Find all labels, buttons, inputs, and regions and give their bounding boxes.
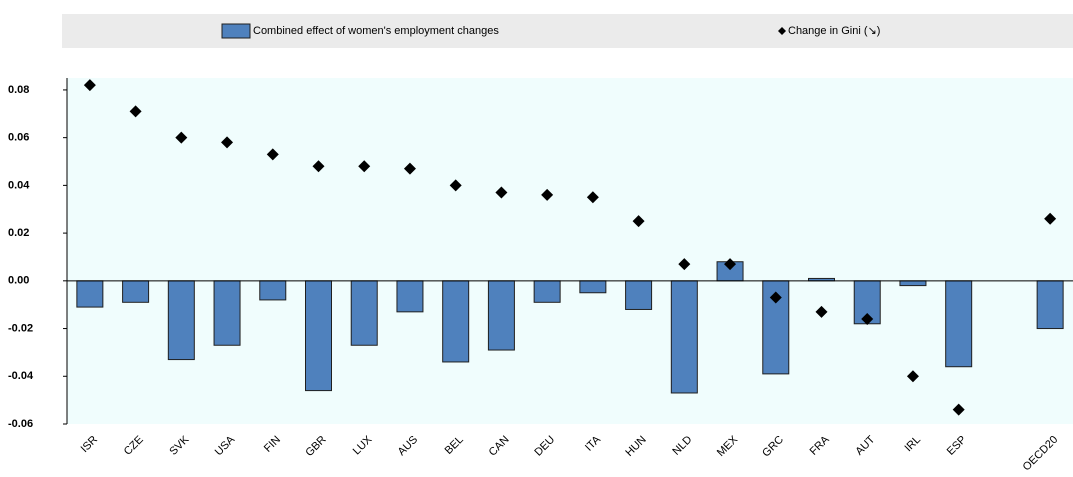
marker [724, 258, 737, 271]
y-tick-label: -0.04 [8, 370, 34, 382]
x-tick-label: FRA [808, 433, 833, 458]
bar [487, 280, 515, 351]
bar [213, 280, 241, 346]
bar [670, 280, 698, 394]
legend-swatch [221, 23, 251, 39]
x-tick-label: GBR [303, 434, 328, 459]
bar [899, 280, 927, 287]
y-tick-label: 0.02 [8, 227, 29, 239]
marker [129, 105, 142, 118]
legend-label: Change in Gini (↘) [788, 25, 880, 37]
bar [625, 280, 653, 310]
marker [449, 179, 462, 192]
x-tick-label: FIN [262, 434, 283, 455]
y-tick-label: 0.04 [8, 179, 30, 191]
x-tick-label: MEX [715, 433, 741, 459]
marker [175, 131, 188, 144]
x-tick-label: ISR [79, 434, 100, 455]
marker [358, 160, 371, 173]
legend-box [62, 14, 1073, 48]
marker [632, 215, 645, 228]
x-tick-label: ESP [945, 434, 969, 458]
marker [952, 403, 965, 416]
x-tick-label: USA [213, 433, 238, 458]
bar [350, 280, 378, 346]
x-tick-label: DEU [532, 434, 557, 459]
plot-area [67, 78, 1073, 424]
x-tick-label: NLD [670, 434, 694, 458]
y-tick-label: 0.00 [8, 275, 29, 287]
x-tick-label: CAN [487, 434, 512, 459]
marker [769, 291, 782, 304]
marker [906, 370, 919, 383]
x-tick-label: GRC [760, 434, 786, 460]
marker [1044, 212, 1057, 225]
legend-swatch [778, 27, 786, 35]
bar [579, 280, 607, 294]
marker [678, 258, 691, 271]
x-tick-label: CZE [122, 434, 146, 458]
marker [221, 136, 234, 149]
bar [1036, 280, 1064, 330]
marker [403, 162, 416, 175]
x-tick-label: HUN [623, 434, 648, 459]
x-tick-label: OECD20 [1021, 434, 1061, 474]
x-tick-label: AUS [396, 434, 420, 458]
y-tick-label: 0.08 [8, 84, 29, 96]
marker [312, 160, 325, 173]
x-tick-label: SVK [167, 433, 192, 458]
marker [495, 186, 508, 199]
y-tick-label: 0.06 [8, 132, 29, 144]
marker [861, 313, 874, 326]
y-tick-label: -0.06 [8, 418, 33, 430]
y-tick-label: -0.02 [8, 322, 33, 334]
bar [442, 280, 470, 363]
legend-label: Combined effect of women's employment ch… [253, 25, 499, 37]
marker [815, 305, 828, 318]
marker [586, 191, 599, 204]
bar [259, 280, 287, 301]
bar [533, 280, 561, 303]
marker [83, 79, 96, 92]
x-tick-label: BEL [443, 434, 466, 457]
bar [167, 280, 195, 361]
bar [76, 280, 104, 308]
x-tick-label: LUX [351, 433, 375, 457]
x-tick-label: AUT [853, 433, 877, 457]
x-tick-label: IRL [903, 434, 924, 455]
x-tick-label: ITA [583, 433, 603, 453]
marker [541, 188, 554, 201]
bar [945, 280, 973, 368]
marker [266, 148, 279, 161]
bar [305, 280, 332, 392]
bar [396, 280, 424, 313]
bar [122, 280, 150, 303]
